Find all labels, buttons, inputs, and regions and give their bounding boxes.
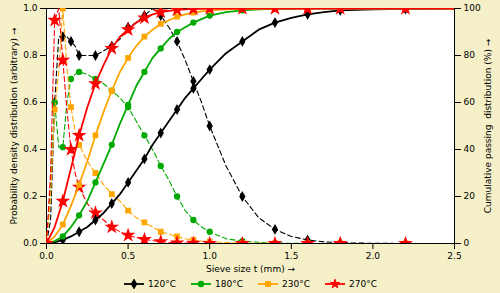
svg-text:100: 100 xyxy=(464,3,481,13)
svg-text:1.0: 1.0 xyxy=(23,3,38,13)
svg-text:0.0: 0.0 xyxy=(39,251,54,261)
svg-text:40: 40 xyxy=(464,144,476,154)
svg-text:0.0: 0.0 xyxy=(23,238,38,248)
svg-text:60: 60 xyxy=(464,97,476,107)
svg-text:1.5: 1.5 xyxy=(284,251,298,261)
html-text:180°C: 180°C xyxy=(215,279,243,289)
svg-text:20: 20 xyxy=(464,191,476,201)
svg-text:0.8: 0.8 xyxy=(23,50,38,60)
svg-text:80: 80 xyxy=(464,50,476,60)
svg-text:0.6: 0.6 xyxy=(23,97,38,107)
svg-text:Probability density distributi: Probability density distribution (arbitr… xyxy=(9,27,19,225)
html-text:270°C: 270°C xyxy=(349,279,377,289)
svg-text:0.5: 0.5 xyxy=(121,251,135,261)
svg-text:0.2: 0.2 xyxy=(23,191,37,201)
svg-text:Cumulative passing distributi: Cumulative passing distribution (%) → xyxy=(483,38,493,213)
svg-text:2.5: 2.5 xyxy=(447,251,461,261)
svg-text:0: 0 xyxy=(464,238,470,248)
svg-text:2.0: 2.0 xyxy=(366,251,381,261)
svg-text:1.0: 1.0 xyxy=(203,251,218,261)
html-text:120°C: 120°C xyxy=(148,279,176,289)
svg-text:Sieve size t (mm) →: Sieve size t (mm) → xyxy=(206,264,296,274)
html-text:230°C: 230°C xyxy=(282,279,310,289)
svg-text:0.4: 0.4 xyxy=(23,144,38,154)
